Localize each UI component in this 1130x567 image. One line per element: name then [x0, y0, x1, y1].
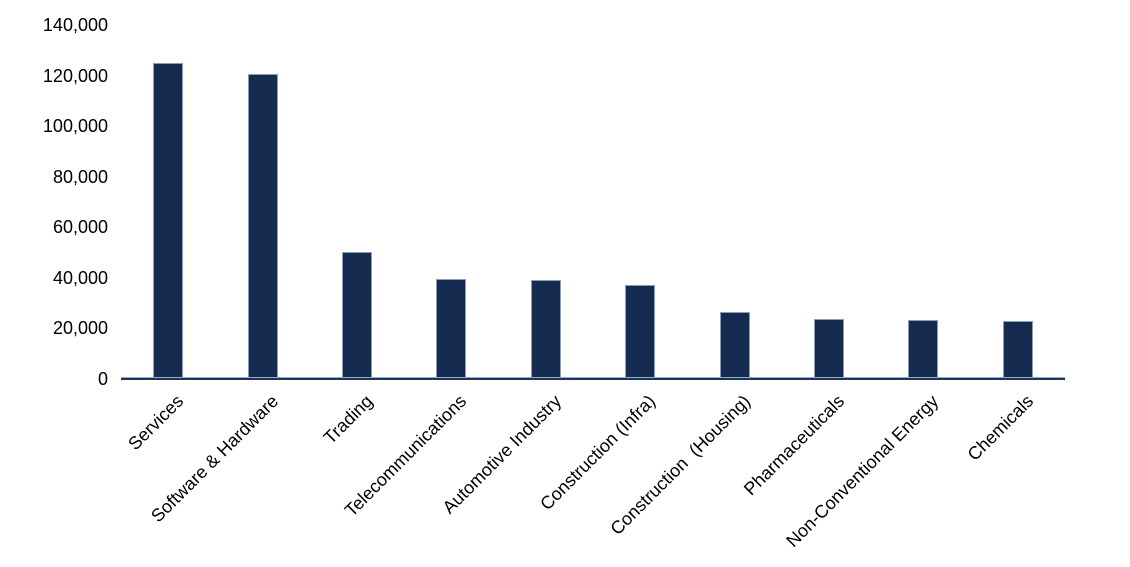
bar-non-conventional-energy	[908, 320, 939, 379]
y-tick-label: 0	[97, 369, 108, 389]
bar-construction-housing	[719, 311, 750, 379]
y-tick-label: 140,000	[42, 15, 108, 35]
x-tick-label: Trading	[319, 391, 377, 448]
x-axis-line	[121, 377, 1065, 380]
bar-software-hardware	[247, 73, 278, 379]
y-tick-label: 20,000	[52, 318, 108, 339]
y-tick-label: 40,000	[52, 267, 108, 288]
bar-services	[153, 62, 184, 379]
y-tick-label: 80,000	[52, 166, 108, 187]
x-tick-label: Services	[124, 391, 188, 454]
y-tick-label: 60,000	[52, 217, 108, 238]
x-tick-label: Non-Conventional Energy	[782, 391, 943, 551]
y-tick-label: 100,000	[42, 116, 108, 137]
x-tick-label: Chemicals	[963, 391, 1037, 465]
bar-automotive-industry	[530, 280, 561, 379]
bar-pharmaceuticals	[814, 319, 844, 379]
y-tick-label: 120,000	[42, 65, 108, 86]
bar-chemicals	[1002, 321, 1033, 379]
bar-construction-infra	[625, 284, 656, 379]
x-tick-label: Pharmaceuticals	[739, 391, 849, 500]
bar-telecommunications	[436, 278, 467, 379]
bar-trading	[342, 252, 372, 379]
